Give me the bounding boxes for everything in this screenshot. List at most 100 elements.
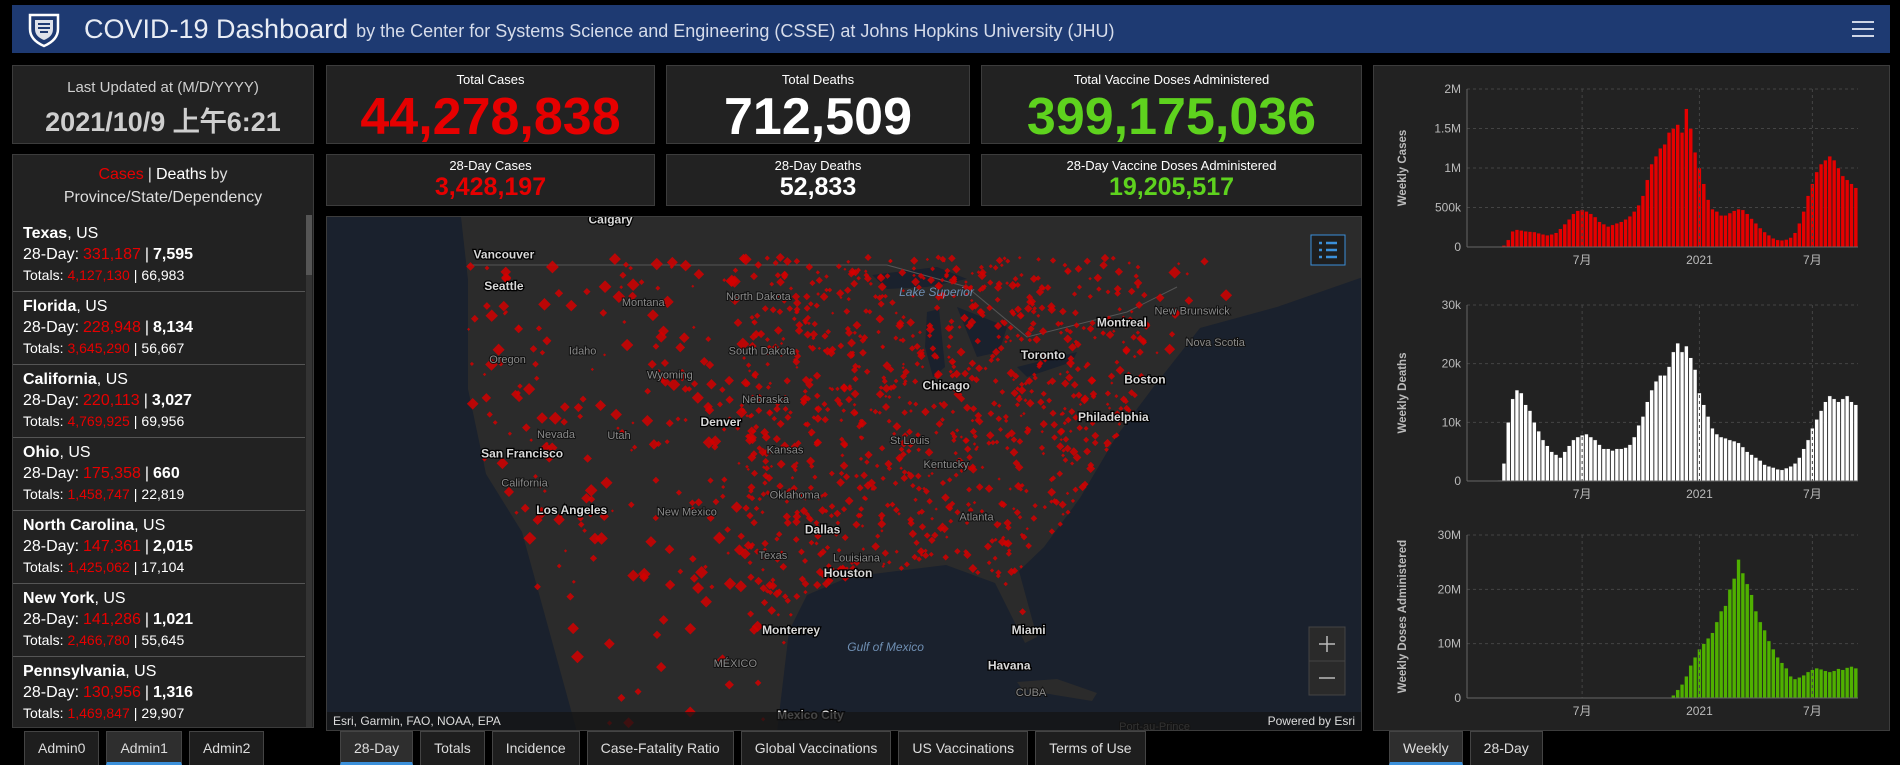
region-row[interactable]: Florida, US 28-Day: 228,948 | 8,134 Totals: 3,… — [13, 292, 305, 365]
map-canvas[interactable]: Calgary Vancouver Seattle Montana North Dako… — [327, 217, 1362, 731]
map-label: South Dakota — [729, 345, 797, 357]
bar — [1719, 215, 1724, 248]
tab[interactable]: US Vaccinations — [898, 731, 1029, 765]
tab[interactable]: Case-Fatality Ratio — [586, 731, 734, 765]
day28-cases: 147,361 — [83, 538, 141, 555]
case-dot — [965, 501, 971, 507]
case-dot — [847, 384, 853, 389]
case-dot — [764, 255, 770, 261]
case-dot — [1177, 262, 1181, 266]
menu-button[interactable] — [1852, 20, 1874, 38]
case-dot — [1061, 448, 1066, 453]
case-dot — [740, 378, 751, 388]
case-dot — [913, 539, 920, 546]
case-dot — [608, 253, 621, 266]
bar — [1745, 451, 1750, 482]
case-dot — [992, 555, 998, 561]
case-dot — [1023, 398, 1028, 403]
case-dot — [716, 654, 729, 666]
separator: | — [133, 705, 138, 721]
powered-by[interactable]: Powered by Esri — [1267, 714, 1355, 728]
case-dot — [1032, 375, 1038, 381]
zoom-in[interactable] — [1308, 626, 1346, 662]
case-dot — [1007, 567, 1016, 576]
tab[interactable]: Admin2 — [188, 731, 265, 765]
case-dot — [486, 411, 493, 418]
legend-button[interactable] — [1310, 234, 1346, 266]
region-name-line: Texas, US — [23, 223, 305, 244]
tab[interactable]: Totals — [420, 731, 485, 765]
case-dot — [1220, 289, 1233, 302]
case-dot — [998, 427, 1003, 432]
tab[interactable]: Global Vaccinations — [740, 731, 892, 765]
case-dot — [945, 535, 949, 539]
case-dot — [995, 573, 1001, 579]
case-dot — [692, 325, 696, 330]
bar — [1792, 232, 1798, 248]
scrollbar[interactable] — [306, 215, 312, 727]
case-dot — [747, 610, 755, 618]
tab[interactable]: Weekly — [1389, 731, 1463, 765]
tab[interactable]: 28-Day — [1469, 731, 1543, 765]
bar — [1562, 223, 1567, 248]
case-dot — [1074, 366, 1081, 373]
region-row[interactable]: Texas, US 28-Day: 331,187 | 7,595 Totals: 4,12… — [13, 219, 305, 292]
tab[interactable]: 28-Day — [340, 731, 414, 765]
case-dot — [859, 337, 867, 344]
case-dot — [957, 395, 966, 403]
case-dot — [803, 330, 812, 339]
case-dot — [793, 357, 798, 362]
bar — [1566, 445, 1572, 482]
region-row[interactable]: Ohio, US 28-Day: 175,358 | 660 Totals: 1,458,7… — [13, 438, 305, 511]
scroll-thumb[interactable] — [306, 215, 312, 275]
region-row[interactable]: California, US 28-Day: 220,113 | 3,027 Totals… — [13, 365, 305, 438]
region-row[interactable]: Pennsylvania, US 28-Day: 130,956 | 1,316 Tota… — [13, 657, 305, 729]
case-dot — [978, 264, 984, 270]
case-dot — [1110, 381, 1114, 385]
case-dot — [616, 426, 620, 430]
case-dot — [956, 457, 965, 467]
map[interactable]: Calgary Vancouver Seattle Montana North Dako… — [326, 216, 1362, 731]
bar — [1558, 457, 1563, 482]
case-dot — [888, 258, 893, 264]
bar — [1601, 448, 1606, 482]
bar — [1601, 223, 1606, 248]
case-dot — [595, 532, 608, 545]
zoom-out[interactable] — [1308, 660, 1346, 696]
case-dot — [763, 465, 770, 472]
case-dot — [817, 346, 821, 350]
bar — [1710, 632, 1715, 699]
bar — [1762, 464, 1767, 482]
case-dot — [994, 296, 1001, 303]
case-dot — [791, 316, 797, 322]
case-dot — [1118, 406, 1124, 412]
region-row[interactable]: North Carolina, US 28-Day: 147,361 | 2,015 To… — [13, 511, 305, 584]
case-dot — [807, 428, 816, 437]
tab[interactable]: Terms of Use — [1035, 731, 1146, 765]
case-dot — [842, 388, 847, 393]
bar — [1514, 389, 1520, 482]
case-dot — [1066, 358, 1075, 368]
case-dot — [632, 444, 638, 450]
case-dot — [622, 261, 629, 268]
map-label: Havana — [988, 658, 1031, 672]
case-dot — [765, 344, 774, 353]
bar — [1632, 211, 1637, 248]
region-row[interactable]: New York, US 28-Day: 141,286 | 1,021 Totals: 2… — [13, 584, 305, 657]
bar — [1527, 231, 1533, 248]
case-dot — [906, 318, 915, 327]
bar — [1740, 446, 1745, 482]
case-dot — [909, 345, 916, 352]
tab[interactable]: Admin1 — [106, 731, 182, 765]
case-dot — [873, 294, 879, 300]
case-dot — [573, 402, 583, 413]
bar — [1619, 221, 1624, 248]
case-dot — [807, 516, 814, 523]
case-dot — [794, 461, 799, 466]
case-dot — [900, 474, 909, 482]
totals-line: Totals: 4,769,925 | 69,956 — [23, 411, 305, 431]
tab[interactable]: Incidence — [491, 731, 580, 765]
case-dot — [1048, 377, 1057, 385]
tab[interactable]: Admin0 — [24, 731, 100, 765]
case-dot — [857, 418, 867, 428]
